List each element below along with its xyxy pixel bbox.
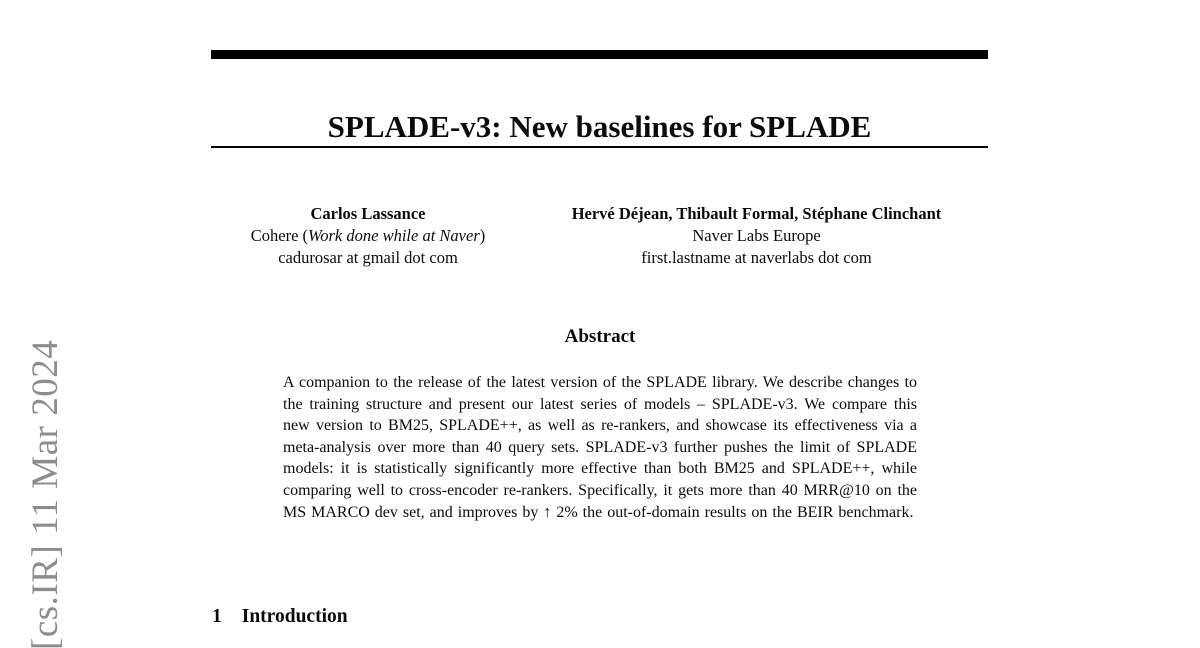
section-title: Introduction: [241, 606, 348, 627]
author-column-1: Carlos Lassance Cohere (Work done while …: [211, 203, 525, 269]
top-rule: [211, 50, 988, 59]
author-name: Hervé Déjean, Thibault Formal, Stéphane …: [571, 204, 942, 223]
author-column-2: Hervé Déjean, Thibault Formal, Stéphane …: [525, 203, 988, 269]
affiliation-prefix: Cohere (: [250, 226, 309, 245]
section-heading-introduction: 1 Introduction: [212, 606, 348, 628]
section-number: 1: [212, 606, 222, 627]
title-rule: [211, 146, 988, 148]
author-affiliation: Naver Labs Europe: [692, 226, 821, 245]
abstract-heading: Abstract: [564, 326, 636, 347]
paper-title: SPLADE-v3: New baselines for SPLADE: [327, 108, 872, 144]
author-name: Carlos Lassance: [310, 204, 426, 223]
affiliation-note: Work done while at Naver: [308, 226, 480, 245]
author-affiliation: Cohere (Work done while at Naver): [211, 225, 525, 247]
author-block: Carlos Lassance Cohere (Work done while …: [211, 203, 988, 269]
author-email: cadurosar at gmail dot com: [278, 248, 458, 267]
abstract-text: A companion to the release of the latest…: [283, 374, 917, 521]
arxiv-stamp: [cs.IR] 11 Mar 2024: [25, 339, 66, 648]
affiliation-suffix: ): [479, 226, 486, 245]
author-email: first.lastname at naverlabs dot com: [641, 248, 872, 267]
